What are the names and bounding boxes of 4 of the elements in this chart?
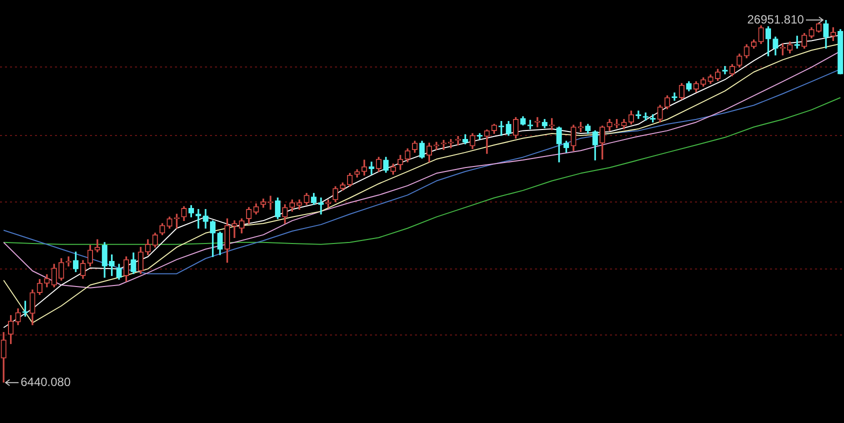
candlestick xyxy=(484,129,490,154)
candlestick xyxy=(232,220,238,238)
annotation: 6440.080 xyxy=(20,374,71,389)
annotation: 26951.810 xyxy=(747,12,804,26)
